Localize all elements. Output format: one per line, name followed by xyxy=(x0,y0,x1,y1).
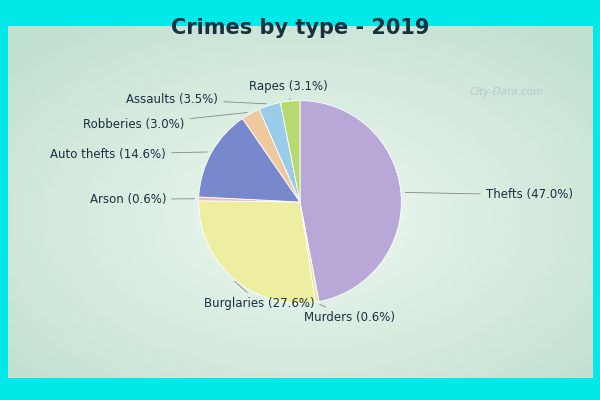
Wedge shape xyxy=(242,109,300,202)
Wedge shape xyxy=(280,101,300,202)
Text: Arson (0.6%): Arson (0.6%) xyxy=(90,193,194,206)
Text: Rapes (3.1%): Rapes (3.1%) xyxy=(250,80,328,100)
Wedge shape xyxy=(259,102,300,202)
Wedge shape xyxy=(199,197,300,202)
Wedge shape xyxy=(300,202,319,302)
Text: Burglaries (27.6%): Burglaries (27.6%) xyxy=(204,281,315,310)
Text: Auto thefts (14.6%): Auto thefts (14.6%) xyxy=(50,148,208,161)
Text: Thefts (47.0%): Thefts (47.0%) xyxy=(405,188,573,202)
Text: Crimes by type - 2019: Crimes by type - 2019 xyxy=(171,18,429,38)
Text: Assaults (3.5%): Assaults (3.5%) xyxy=(127,93,266,106)
Text: Robberies (3.0%): Robberies (3.0%) xyxy=(83,112,247,131)
Text: City-Data.com: City-Data.com xyxy=(469,86,544,96)
Wedge shape xyxy=(199,118,300,202)
Wedge shape xyxy=(199,201,315,303)
Wedge shape xyxy=(300,101,401,302)
Text: Murders (0.6%): Murders (0.6%) xyxy=(304,304,395,324)
